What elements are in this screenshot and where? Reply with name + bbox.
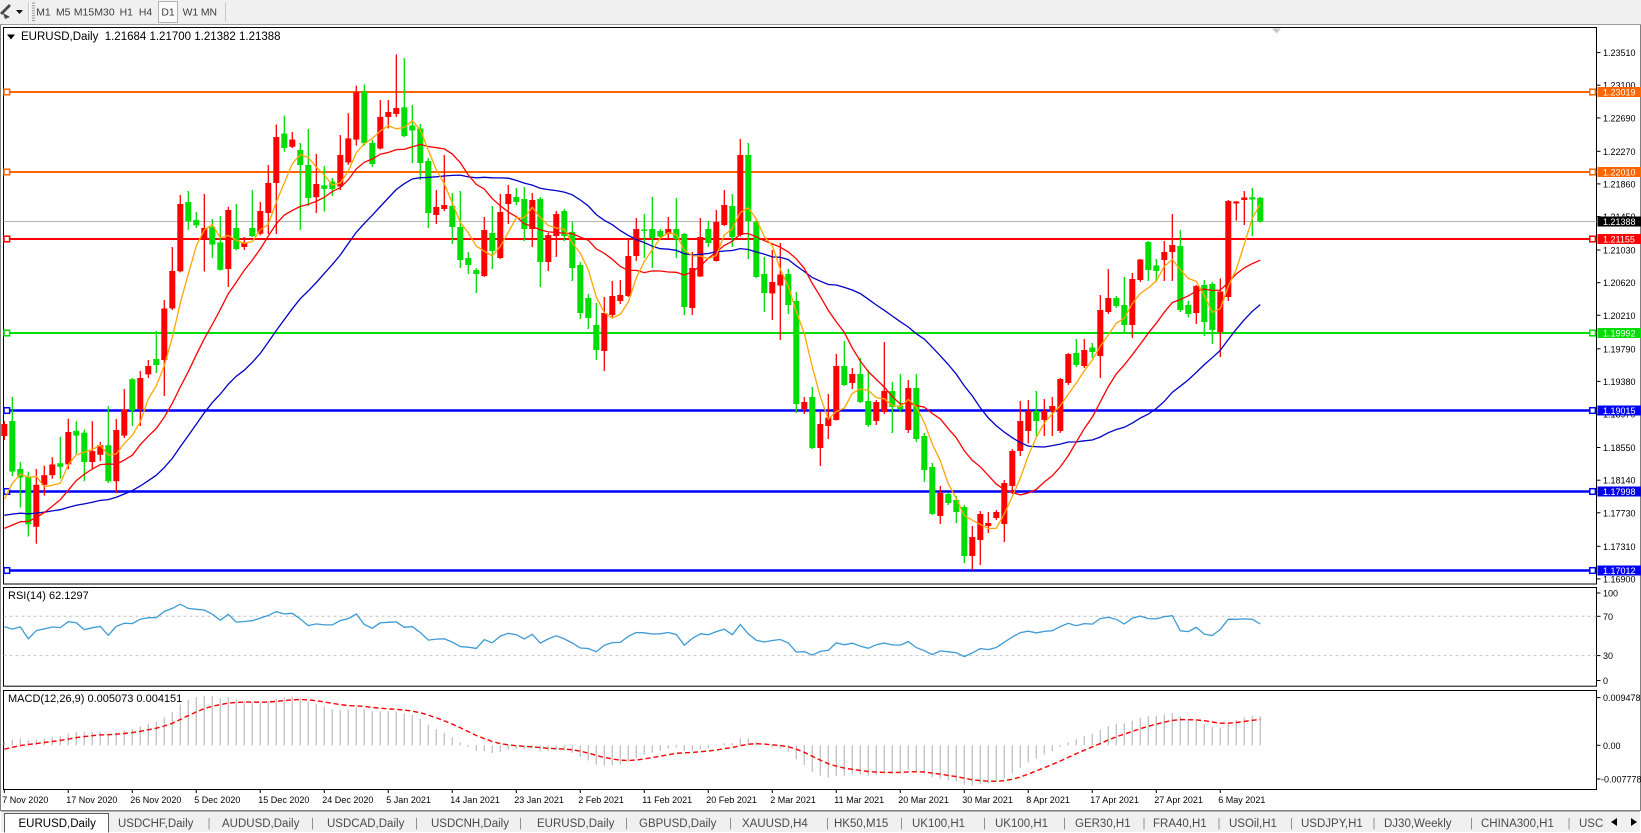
svg-text:1.19380: 1.19380 bbox=[1603, 377, 1636, 387]
svg-text:M1: M1 bbox=[36, 8, 51, 19]
svg-text:100: 100 bbox=[1603, 589, 1618, 599]
svg-text:|: | bbox=[983, 818, 986, 830]
svg-text:CHINA300,H1: CHINA300,H1 bbox=[1481, 818, 1554, 830]
svg-text:1.16900: 1.16900 bbox=[1603, 574, 1636, 584]
svg-text:26 Nov 2020: 26 Nov 2020 bbox=[130, 795, 181, 805]
svg-text:|: | bbox=[1218, 818, 1221, 830]
svg-text:5 Dec 2020: 5 Dec 2020 bbox=[194, 795, 240, 805]
svg-text:1.23510: 1.23510 bbox=[1603, 48, 1636, 58]
svg-text:GER30,H1: GER30,H1 bbox=[1075, 818, 1131, 830]
svg-text:1.23100: 1.23100 bbox=[1603, 81, 1636, 91]
svg-text:|: | bbox=[1143, 818, 1146, 830]
svg-text:1.22690: 1.22690 bbox=[1603, 113, 1636, 123]
svg-text:USOil,H1: USOil,H1 bbox=[1229, 818, 1277, 830]
svg-text:0.009478: 0.009478 bbox=[1603, 693, 1641, 703]
svg-text:|: | bbox=[208, 818, 211, 830]
svg-text:11 Mar 2021: 11 Mar 2021 bbox=[834, 795, 884, 805]
svg-text:8 Apr 2021: 8 Apr 2021 bbox=[1026, 795, 1070, 805]
svg-text:1.17730: 1.17730 bbox=[1603, 508, 1636, 518]
svg-text:1.20210: 1.20210 bbox=[1603, 311, 1636, 321]
svg-text:11 Feb 2021: 11 Feb 2021 bbox=[642, 795, 692, 805]
svg-text:HK50,M15: HK50,M15 bbox=[834, 818, 888, 830]
svg-text:1.17310: 1.17310 bbox=[1603, 542, 1636, 552]
svg-text:|: | bbox=[1470, 818, 1473, 830]
svg-text:30: 30 bbox=[1603, 651, 1613, 661]
svg-text:GBPUSD,Daily: GBPUSD,Daily bbox=[639, 818, 717, 830]
svg-text:20 Feb 2021: 20 Feb 2021 bbox=[706, 795, 757, 805]
svg-text:23 Jan 2021: 23 Jan 2021 bbox=[514, 795, 564, 805]
svg-text:14 Jan 2021: 14 Jan 2021 bbox=[450, 795, 500, 805]
svg-text:USDCNH,Daily: USDCNH,Daily bbox=[431, 818, 509, 830]
svg-text:USDCAD,Daily: USDCAD,Daily bbox=[327, 818, 405, 830]
svg-text:24 Dec 2020: 24 Dec 2020 bbox=[322, 795, 373, 805]
svg-text:1.18550: 1.18550 bbox=[1603, 443, 1636, 453]
svg-text:DJ30,Weekly: DJ30,Weekly bbox=[1384, 818, 1452, 830]
svg-text:2 Mar 2021: 2 Mar 2021 bbox=[770, 795, 816, 805]
svg-text:|: | bbox=[1063, 818, 1066, 830]
svg-text:0.00: 0.00 bbox=[1603, 741, 1621, 751]
svg-text:|: | bbox=[625, 818, 628, 830]
svg-text:0: 0 bbox=[1603, 676, 1608, 686]
svg-text:EURUSD,Daily: EURUSD,Daily bbox=[19, 818, 97, 830]
svg-text:7 Nov 2020: 7 Nov 2020 bbox=[2, 795, 48, 805]
svg-text:H1: H1 bbox=[120, 8, 134, 19]
svg-text:1.18140: 1.18140 bbox=[1603, 476, 1636, 486]
svg-text:1.19790: 1.19790 bbox=[1603, 344, 1636, 354]
svg-text:USC: USC bbox=[1579, 818, 1603, 830]
svg-text:|: | bbox=[415, 818, 418, 830]
svg-text:2 Feb 2021: 2 Feb 2021 bbox=[578, 795, 624, 805]
svg-text:1.23019: 1.23019 bbox=[1603, 88, 1636, 98]
svg-text:|: | bbox=[826, 818, 829, 830]
svg-text:EURUSD,Daily 1.21684 1.21700: EURUSD,Daily 1.21684 1.21700 1.21382 1.2… bbox=[21, 31, 281, 43]
svg-text:D1: D1 bbox=[161, 8, 175, 19]
svg-text:UK100,H1: UK100,H1 bbox=[995, 818, 1048, 830]
svg-text:6 May 2021: 6 May 2021 bbox=[1218, 795, 1265, 805]
svg-text:|: | bbox=[519, 818, 522, 830]
svg-text:1.22010: 1.22010 bbox=[1603, 168, 1636, 178]
svg-text:17 Apr 2021: 17 Apr 2021 bbox=[1090, 795, 1139, 805]
svg-text:UK100,H1: UK100,H1 bbox=[912, 818, 965, 830]
svg-text:FRA40,H1: FRA40,H1 bbox=[1153, 818, 1207, 830]
svg-text:H4: H4 bbox=[139, 8, 153, 19]
svg-text:1.22270: 1.22270 bbox=[1603, 147, 1636, 157]
svg-text:20 Mar 2021: 20 Mar 2021 bbox=[898, 795, 949, 805]
svg-text:XAUUSD,H4: XAUUSD,H4 bbox=[742, 818, 808, 830]
svg-text:1.19992: 1.19992 bbox=[1603, 329, 1636, 339]
svg-text:|: | bbox=[729, 818, 732, 830]
svg-text:USDCHF,Daily: USDCHF,Daily bbox=[118, 818, 194, 830]
svg-text:|: | bbox=[311, 818, 314, 830]
svg-text:1.19015: 1.19015 bbox=[1603, 406, 1636, 416]
svg-text:AUDUSD,Daily: AUDUSD,Daily bbox=[222, 818, 300, 830]
svg-text:30 Mar 2021: 30 Mar 2021 bbox=[962, 795, 1013, 805]
svg-text:27 Apr 2021: 27 Apr 2021 bbox=[1154, 795, 1203, 805]
svg-text:15 Dec 2020: 15 Dec 2020 bbox=[258, 795, 309, 805]
svg-text:1.17998: 1.17998 bbox=[1603, 487, 1636, 497]
svg-text:EURUSD,Daily: EURUSD,Daily bbox=[537, 818, 615, 830]
svg-text:MN: MN bbox=[201, 8, 217, 19]
svg-text:RSI(14) 62.1297: RSI(14) 62.1297 bbox=[8, 590, 89, 602]
svg-text:1.20620: 1.20620 bbox=[1603, 278, 1636, 288]
svg-text:|: | bbox=[1568, 818, 1571, 830]
svg-text:17 Nov 2020: 17 Nov 2020 bbox=[66, 795, 117, 805]
svg-text:1.21388: 1.21388 bbox=[1603, 217, 1636, 227]
svg-text:1.21860: 1.21860 bbox=[1603, 179, 1636, 189]
svg-text:1.21155: 1.21155 bbox=[1603, 235, 1635, 245]
svg-text:M5: M5 bbox=[56, 8, 71, 19]
svg-text:W1: W1 bbox=[183, 8, 199, 19]
svg-text:|: | bbox=[1373, 818, 1376, 830]
svg-text:M30: M30 bbox=[94, 8, 114, 19]
svg-text:USDJPY,H1: USDJPY,H1 bbox=[1301, 818, 1363, 830]
svg-text:|: | bbox=[1290, 818, 1293, 830]
svg-text:M15: M15 bbox=[74, 8, 94, 19]
svg-text:MACD(12,26,9) 0.005073 0.00415: MACD(12,26,9) 0.005073 0.004151 bbox=[8, 693, 182, 705]
svg-text:5 Jan 2021: 5 Jan 2021 bbox=[386, 795, 431, 805]
svg-text:1.17012: 1.17012 bbox=[1603, 566, 1636, 576]
svg-text:-0.007778: -0.007778 bbox=[1601, 775, 1641, 785]
svg-text:|: | bbox=[900, 818, 903, 830]
svg-text:70: 70 bbox=[1603, 612, 1613, 622]
svg-text:1.21030: 1.21030 bbox=[1603, 246, 1636, 256]
